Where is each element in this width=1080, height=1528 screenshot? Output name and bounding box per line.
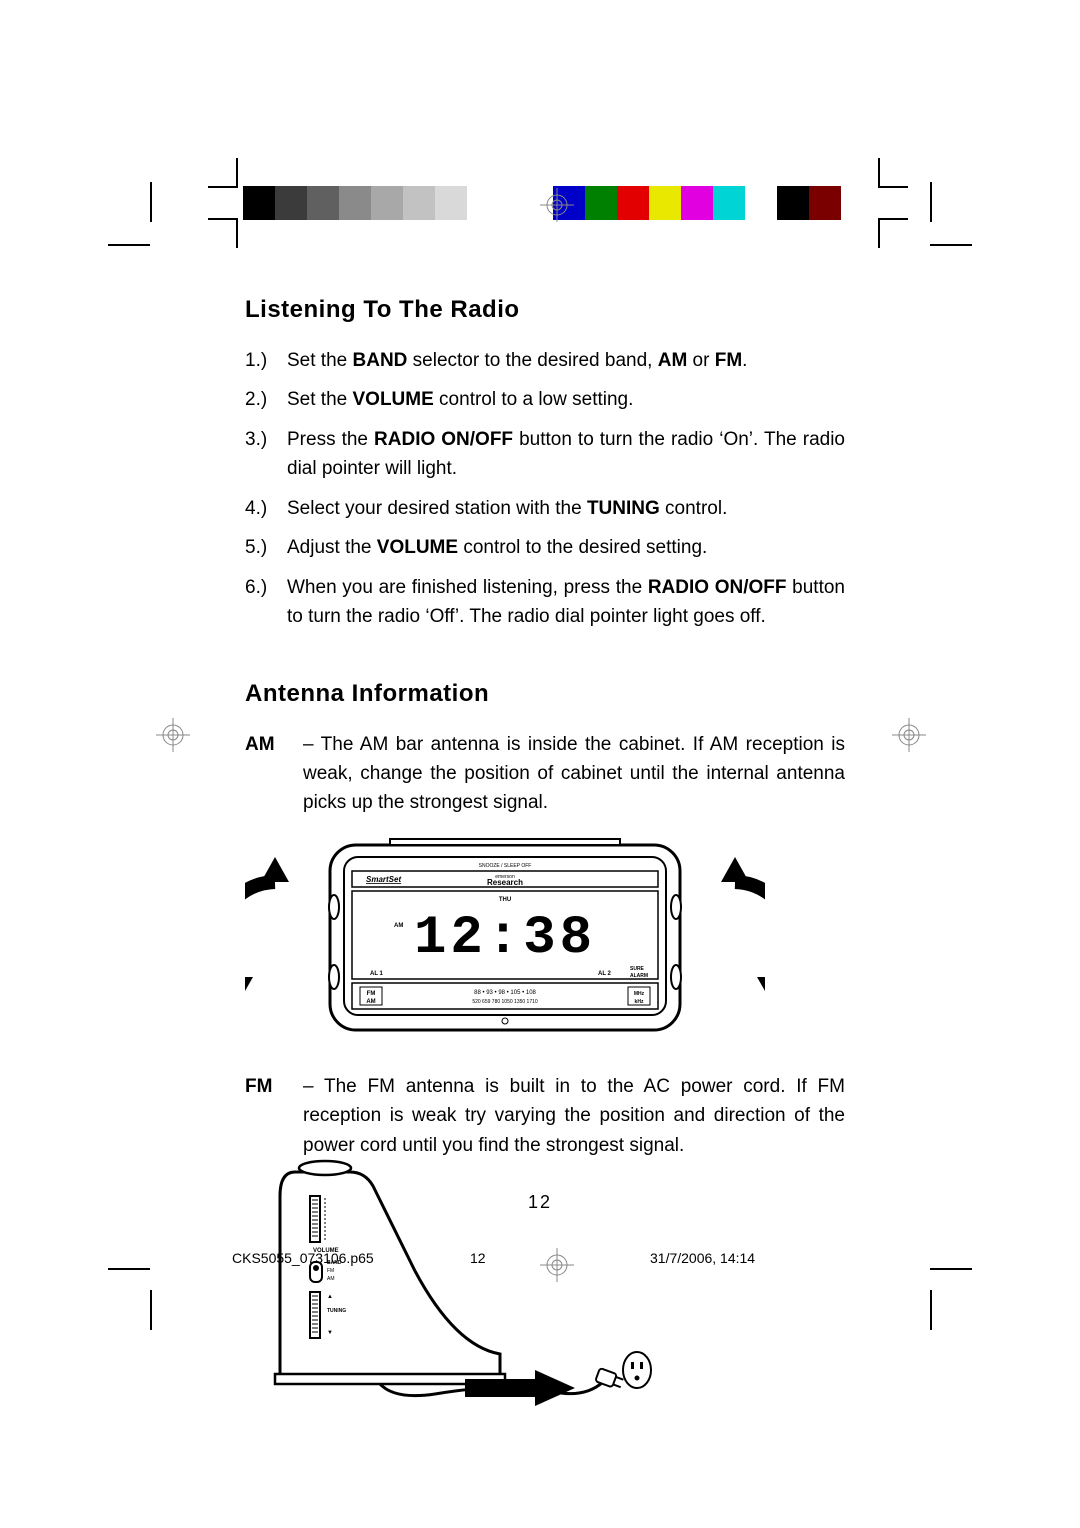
color-swatch [681, 186, 713, 220]
step-text: Set the VOLUME control to a low setting. [287, 385, 845, 414]
section-title-radio: Listening To The Radio [245, 296, 845, 324]
svg-text:SNOOZE / SLEEP OFF: SNOOZE / SLEEP OFF [479, 863, 532, 869]
am-lead: AM [245, 734, 275, 755]
steps-list: 1.)Set the BAND selector to the desired … [245, 346, 845, 632]
am-paragraph: AM – The AM bar antenna is inside the ca… [245, 730, 845, 818]
color-swatch [371, 186, 403, 220]
step-item: 1.)Set the BAND selector to the desired … [245, 346, 845, 375]
fm-lead: FM [245, 1076, 272, 1097]
svg-text:FM: FM [327, 1268, 334, 1274]
footer-date: 31/7/2006, 14:14 [650, 1250, 755, 1266]
page-number: 12 [0, 1192, 1080, 1213]
svg-text:MHz: MHz [634, 991, 645, 997]
step-number: 2.) [245, 385, 287, 414]
step-text: Set the BAND selector to the desired ban… [287, 346, 845, 375]
svg-text:AM: AM [394, 923, 403, 929]
clock-radio-front-illustration: SNOOZE / SLEEP OFF SmartSet emerson Rese… [245, 832, 845, 1042]
svg-text:AL 1: AL 1 [370, 971, 384, 977]
svg-text:TUNING: TUNING [327, 1308, 346, 1314]
svg-text:FM: FM [367, 991, 376, 997]
step-text: When you are finished listening, press t… [287, 573, 845, 632]
color-swatch [467, 186, 499, 220]
step-number: 1.) [245, 346, 287, 375]
footer-filename: CKS5055_073106.p65 [232, 1250, 374, 1266]
color-swatch [777, 186, 809, 220]
step-item: 4.)Select your desired station with the … [245, 494, 845, 523]
color-swatch [809, 186, 841, 220]
svg-text:kHz: kHz [635, 999, 644, 1005]
step-item: 6.)When you are finished listening, pres… [245, 573, 845, 632]
color-swatch [649, 186, 681, 220]
step-number: 6.) [245, 573, 287, 632]
svg-text:ALARM: ALARM [630, 973, 648, 979]
fm-paragraph: FM – The FM antenna is built in to the A… [245, 1072, 845, 1160]
step-number: 3.) [245, 425, 287, 484]
step-text: Select your desired station with the TUN… [287, 494, 845, 523]
svg-text:12:38: 12:38 [414, 908, 596, 969]
svg-text:AM: AM [327, 1276, 335, 1282]
color-swatch [713, 186, 745, 220]
svg-text:AM: AM [366, 999, 375, 1005]
registration-mark-right [892, 718, 926, 752]
svg-text:THU: THU [499, 897, 511, 903]
step-item: 5.)Adjust the VOLUME control to the desi… [245, 533, 845, 562]
svg-text:▲: ▲ [327, 1294, 333, 1300]
registration-mark-left [156, 718, 190, 752]
color-swatch [585, 186, 617, 220]
step-number: 4.) [245, 494, 287, 523]
color-swatch [435, 186, 467, 220]
svg-text:SmartSet: SmartSet [366, 875, 401, 884]
svg-text:520 659 780 1050 1350 1710: 520 659 780 1050 1350 1710 [472, 999, 538, 1005]
registration-mark-top [540, 188, 574, 222]
section-title-antenna: Antenna Information [245, 680, 845, 708]
step-text: Adjust the VOLUME control to the desired… [287, 533, 845, 562]
color-swatch [745, 186, 777, 220]
color-swatch [243, 186, 275, 220]
color-swatch [617, 186, 649, 220]
svg-text:Research: Research [487, 878, 523, 887]
step-text: Press the RADIO ON/OFF button to turn th… [287, 425, 845, 484]
color-swatch [403, 186, 435, 220]
step-item: 3.)Press the RADIO ON/OFF button to turn… [245, 425, 845, 484]
color-swatch [307, 186, 339, 220]
svg-text:88 • 93 • 98 • 105 • 108: 88 • 93 • 98 • 105 • 108 [474, 990, 536, 996]
svg-text:SURE: SURE [630, 966, 645, 972]
footer-page: 12 [470, 1250, 486, 1266]
svg-text:AL 2: AL 2 [598, 971, 612, 977]
color-swatch [275, 186, 307, 220]
color-swatch [339, 186, 371, 220]
step-item: 2.)Set the VOLUME control to a low setti… [245, 385, 845, 414]
step-number: 5.) [245, 533, 287, 562]
svg-text:▼: ▼ [327, 1330, 333, 1336]
